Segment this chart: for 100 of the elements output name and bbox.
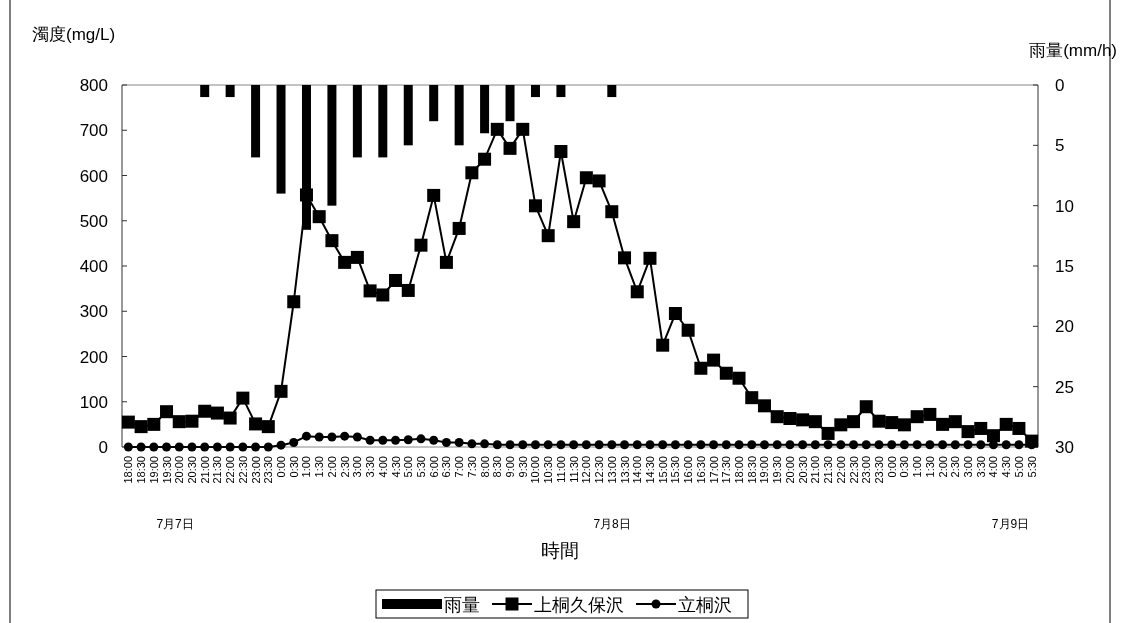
- x-tick-label: 0:00: [885, 456, 898, 478]
- x-tick-label: 23:30: [262, 456, 275, 484]
- x-tick-label: 23:30: [872, 456, 885, 484]
- x-tick-label: 18:30: [745, 456, 758, 484]
- x-tick-label: 15:00: [656, 456, 669, 484]
- x-tick-label: 0:30: [898, 456, 911, 478]
- text: 7月9日: [991, 517, 1030, 531]
- x-tick-label: 22:00: [224, 456, 237, 484]
- bar: [530, 85, 540, 98]
- y-tick-label: 300: [79, 302, 108, 322]
- x-tick-label: 4:30: [389, 456, 402, 478]
- x-tick-label: 3:00: [962, 456, 975, 478]
- bar: [403, 85, 413, 146]
- bar: [607, 85, 617, 98]
- x-tick-label: 18:00: [733, 456, 746, 484]
- x-tick-label: 5:30: [1025, 456, 1038, 478]
- bar: [352, 85, 362, 158]
- x-tick-label: 15:30: [669, 456, 682, 484]
- x-tick-label: 20:30: [185, 456, 198, 484]
- x-tick-label: 2:30: [338, 456, 351, 478]
- legend-label: 上桐久保沢: [534, 595, 624, 615]
- x-tick-label: 22:30: [236, 456, 249, 484]
- y2-tick-label: 20: [1055, 317, 1074, 337]
- x-tick-label: 17:30: [720, 456, 733, 484]
- x-tick-label: 21:30: [211, 456, 224, 484]
- x-tick-label: 20:00: [783, 456, 796, 484]
- y-tick-label: 500: [79, 211, 108, 231]
- bar: [251, 85, 261, 158]
- x-axis-title: 時間: [541, 540, 579, 561]
- x-tick-label: 8:30: [491, 456, 504, 478]
- x-tick-label: 1:30: [313, 456, 326, 478]
- x-tick-label: 3:30: [974, 456, 987, 478]
- x-tick-label: 8:00: [478, 456, 491, 478]
- x-tick-label: 5:00: [402, 456, 415, 478]
- x-tick-label: 4:30: [1000, 456, 1013, 478]
- text: 7月7日: [156, 517, 194, 531]
- x-tick-label: 18:00: [122, 456, 135, 484]
- x-tick-label: 23:00: [249, 456, 262, 484]
- bar: [378, 85, 388, 158]
- bar: [429, 85, 439, 122]
- x-tick-label: 3:30: [364, 456, 377, 478]
- x-tick-label: 2:00: [325, 456, 338, 478]
- x-tick-label: 12:00: [580, 456, 593, 484]
- x-tick-label: 3:00: [351, 456, 364, 478]
- x-tick-label: 14:30: [643, 456, 656, 484]
- bar: [480, 85, 490, 134]
- x-tick-label: 6:00: [427, 456, 440, 478]
- x-tick-label: 20:00: [173, 456, 186, 484]
- x-tick-label: 19:30: [771, 456, 784, 484]
- y-tick-label: 400: [79, 257, 108, 276]
- y2-tick-label: 30: [1055, 438, 1074, 457]
- x-tick-label: 11:30: [567, 456, 580, 483]
- legend-label: 雨量: [444, 595, 480, 615]
- x-tick-label: 9:30: [516, 456, 529, 478]
- bar: [225, 85, 235, 98]
- x-tick-label: 1:30: [923, 456, 936, 478]
- text: 7月8日: [593, 517, 631, 531]
- x-tick-label: 19:30: [160, 456, 173, 484]
- x-tick-label: 22:30: [847, 456, 860, 484]
- x-tick-label: 0:30: [287, 456, 300, 478]
- y2-tick-label: 0: [1055, 76, 1065, 95]
- x-tick-label: 1:00: [300, 456, 313, 478]
- x-tick-label: 16:00: [682, 456, 695, 484]
- y-tick-label: 600: [79, 166, 108, 186]
- y-tick-label: 100: [79, 392, 108, 412]
- x-tick-label: 21:00: [198, 456, 211, 484]
- x-tick-label: 21:00: [809, 456, 822, 484]
- x-tick-label: 7:00: [453, 456, 466, 478]
- x-tick-label: 13:00: [605, 456, 618, 484]
- y-tick-label: 700: [79, 121, 108, 141]
- x-tick-label: 11:00: [554, 456, 567, 483]
- x-tick-label: 7:30: [465, 456, 478, 478]
- x-tick-label: 21:30: [822, 456, 835, 484]
- y2-tick-label: 5: [1055, 136, 1065, 156]
- x-tick-label: 10:00: [529, 456, 542, 484]
- bar: [276, 85, 286, 194]
- y2-tick-label: 15: [1055, 257, 1074, 276]
- x-tick-label: 5:00: [1012, 456, 1025, 478]
- x-tick-label: 19:00: [758, 456, 771, 484]
- x-tick-label: 19:00: [147, 456, 160, 484]
- y2-tick-label: 25: [1055, 377, 1074, 397]
- bar: [327, 85, 337, 206]
- y2-tick-label: 10: [1055, 196, 1074, 216]
- y2-axis-title: 雨量(mm/h): [1029, 41, 1117, 60]
- x-tick-label: 9:00: [504, 456, 517, 478]
- bar: [556, 85, 566, 98]
- x-tick-label: 1:00: [911, 456, 924, 478]
- x-tick-label: 12:30: [593, 456, 606, 484]
- x-tick-label: 18:30: [135, 456, 148, 484]
- x-tick-label: 22:00: [834, 456, 847, 484]
- y-tick-label: 0: [98, 438, 108, 457]
- x-tick-label: 16:30: [694, 456, 707, 484]
- x-tick-label: 2:30: [949, 456, 962, 478]
- y-axis-title: 濁度(mg/L): [32, 25, 116, 44]
- x-tick-label: 23:00: [860, 456, 873, 484]
- x-tick-label: 2:00: [936, 456, 949, 478]
- x-tick-label: 5:30: [414, 456, 427, 478]
- y-tick-label: 200: [79, 347, 108, 367]
- x-tick-label: 14:00: [631, 456, 644, 484]
- x-tick-label: 20:30: [796, 456, 809, 484]
